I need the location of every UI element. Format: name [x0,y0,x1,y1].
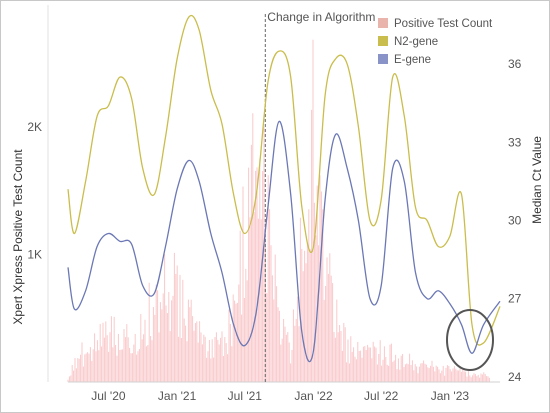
left-axis-title: Xpert Xpress Positive Test Count [11,149,25,325]
e-gene-line [67,120,501,363]
x-axis-ticks: Jul '20 Jan '21 Jul '21 Jan '22 Jul '22 Jan '… [91,389,469,403]
highlight-circle [446,309,494,371]
x-tick-label: Jul '22 [364,389,399,403]
legend-swatch [378,36,388,46]
legend-swatch [378,18,388,28]
positive-count-bars [67,39,490,382]
left-tick-label: 2K [27,120,42,134]
right-axis-title: Median Ct Value [530,136,544,224]
right-tick-label: 27 [508,292,522,306]
algorithm-change-label: Change in Algorithm [267,10,375,24]
legend-label: N2-gene [394,36,438,48]
legend: Positive Test Count N2-gene E-gene [378,18,493,66]
n2-gene-line [67,14,501,346]
right-tick-label: 33 [508,135,522,149]
right-tick-label: 36 [508,57,522,71]
x-tick-label: Jul '21 [228,389,263,403]
legend-label: E-gene [394,54,431,66]
x-tick-label: Jul '20 [91,389,126,403]
right-tick-label: 24 [508,370,522,384]
right-tick-label: 30 [508,214,522,228]
left-axis-ticks: 1K 2K [27,120,42,262]
right-axis-ticks: 24 27 30 33 36 [508,57,522,384]
x-tick-label: Jan '22 [294,389,333,403]
left-tick-label: 1K [27,247,42,261]
legend-label: Positive Test Count [394,18,493,30]
series-lines [67,14,501,363]
legend-swatch [378,54,388,64]
x-tick-label: Jan '23 [431,389,470,403]
x-tick-label: Jan '21 [158,389,197,403]
